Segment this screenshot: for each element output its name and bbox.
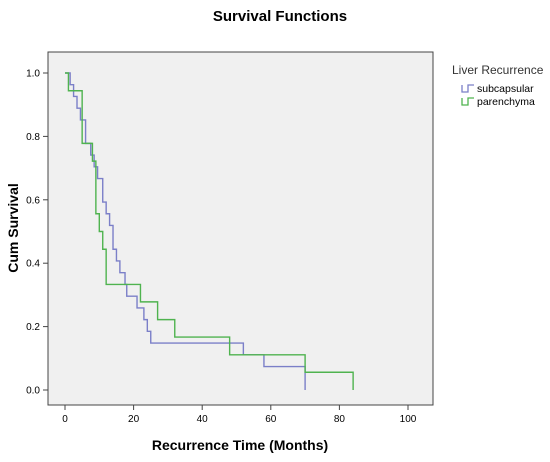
x-axis: 0 20 40 60 80 100 (62, 405, 417, 425)
y-axis-label: Cum Survival (5, 183, 21, 272)
plot-area (47, 51, 434, 406)
x-axis-label: Recurrence Time (Months) (152, 437, 328, 453)
series-subcapsular-line (65, 72, 306, 390)
x-tick-label: 60 (265, 414, 277, 425)
legend-swatch-subcapsular (461, 84, 474, 93)
y-tick-label: 0.2 (26, 322, 40, 333)
y-tick-label: 0.6 (26, 195, 40, 206)
x-tick-label: 100 (400, 414, 417, 425)
legend-label-subcapsular: subcapsular (477, 83, 534, 95)
x-tick-label: 40 (197, 414, 209, 425)
x-tick-label: 80 (334, 414, 346, 425)
y-tick-label: 0.8 (26, 132, 40, 143)
x-tick-label: 0 (62, 414, 68, 425)
series-layer (65, 72, 354, 390)
legend-swatch-parenchyma (461, 97, 474, 106)
chart-title: Survival Functions (213, 8, 347, 25)
y-tick-label: 0.0 (26, 386, 40, 397)
legend-label-parenchyma: parenchyma (477, 96, 535, 108)
y-tick-label: 1.0 (26, 69, 40, 80)
y-axis: 0.0 0.2 0.4 0.6 0.8 1.0 (26, 69, 48, 397)
legend-title: Liver Recurrence (452, 63, 544, 77)
series-parenchyma-line (65, 72, 354, 390)
y-tick-label: 0.4 (26, 259, 40, 270)
x-tick-label: 20 (128, 414, 140, 425)
